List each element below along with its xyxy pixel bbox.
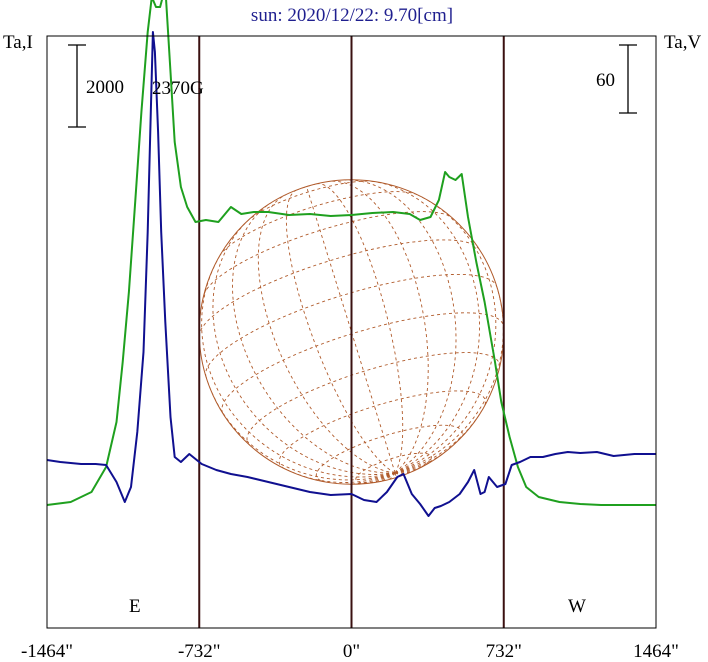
x-tick-label: 732": [486, 641, 522, 662]
latitude-line: [315, 424, 463, 483]
left-scale-bar: [68, 44, 86, 128]
x-axis-tick-labels: -1464" -732" 0" 732" 1464": [21, 641, 679, 662]
latitude-line: [278, 390, 486, 470]
latitude-line: [246, 352, 501, 446]
chart-title: sun: 2020/12/22: 9.70[cm]: [251, 5, 453, 26]
latitude-line: [203, 211, 453, 295]
x-tick-label: 0": [343, 641, 360, 662]
series-layer: [46, 0, 656, 517]
right-scale-bar: [619, 44, 637, 114]
longitude-line: [232, 202, 396, 474]
longitude-line: [370, 180, 480, 474]
longitude-line: [394, 410, 483, 474]
left-scale-value: 2000: [86, 77, 124, 98]
polarization-series-line: [46, 31, 656, 517]
latitude-line: [219, 191, 418, 257]
longitude-line: [327, 180, 429, 474]
latitude-line: [205, 273, 498, 378]
right-scale-value: 60: [596, 70, 615, 91]
longitude-line: [316, 183, 404, 474]
longitude-line: [201, 256, 396, 478]
longitude-line: [285, 189, 396, 474]
peak-label: 2370G: [152, 78, 204, 99]
longitude-line: [394, 472, 397, 478]
latitude-line: [199, 239, 480, 337]
x-tick-label: -1464": [21, 641, 73, 662]
latitude-line: [221, 312, 504, 414]
longitude-line: [394, 194, 497, 474]
limb-label-east: E: [129, 596, 141, 617]
right-axis-label: Ta,V: [664, 32, 701, 53]
x-tick-label: 1464": [633, 641, 679, 662]
longitude-line: [395, 447, 451, 474]
vertical-reference-lines: [198, 36, 505, 628]
longitude-line: [212, 217, 396, 475]
longitude-line: [335, 472, 396, 485]
longitude-line: [257, 194, 396, 474]
limb-label-west: W: [568, 596, 586, 617]
plot-frame: [46, 35, 657, 629]
intensity-series-line: [46, 0, 656, 506]
longitude-line: [344, 179, 457, 474]
x-tick-label: -732": [178, 641, 221, 662]
left-axis-label: Ta,I: [3, 32, 33, 53]
